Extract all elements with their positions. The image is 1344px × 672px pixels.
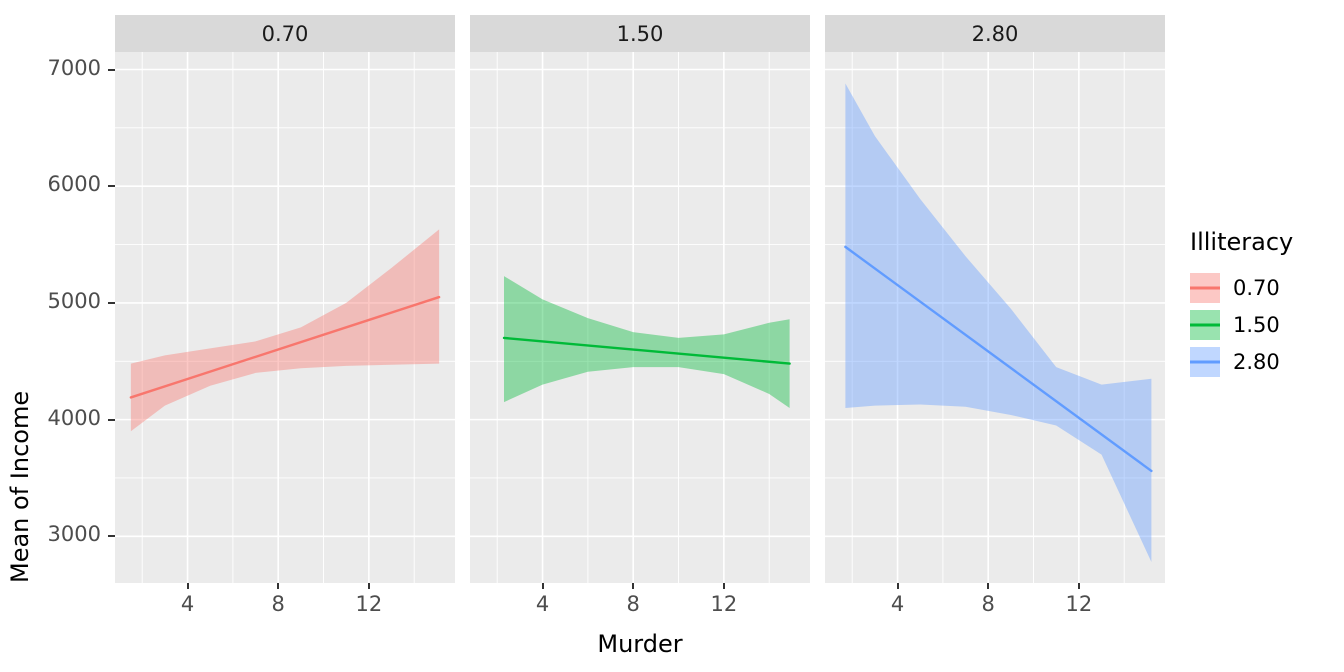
legend-swatch — [1190, 310, 1220, 340]
y-tick-mark — [108, 68, 115, 71]
x-tick-mark — [186, 583, 189, 589]
x-axis: 4 8 12 — [825, 583, 1165, 628]
x-axis: 4 8 12 — [115, 583, 455, 628]
facet-panel-1.50 — [470, 52, 810, 583]
x-tick-label: 8 — [271, 592, 285, 616]
y-tick-mark — [108, 535, 115, 538]
legend-swatch — [1190, 347, 1220, 377]
facet-panels: 0.70 4 8 12 1.50 4 8 12 2.80 4 8 12 — [115, 15, 1165, 628]
legend-swatch — [1190, 273, 1220, 303]
x-tick-label: 8 — [981, 592, 995, 616]
x-tick-label: 8 — [626, 592, 640, 616]
legend-label: 1.50 — [1233, 313, 1280, 337]
y-tick-label: 3000 — [47, 522, 101, 547]
facet-strip-label: 0.70 — [115, 15, 455, 52]
facet-column-0.70: 0.70 4 8 12 — [115, 15, 455, 628]
legend-key-0.70: 0.70 — [1190, 272, 1293, 304]
y-tick-mark — [108, 418, 115, 421]
x-axis: 4 8 12 — [470, 583, 810, 628]
x-tick-mark — [987, 583, 990, 589]
confidence-ribbon — [130, 229, 440, 432]
facet-panel-2.80 — [825, 52, 1165, 583]
x-tick-mark — [722, 583, 725, 589]
panel-background — [470, 52, 810, 583]
x-tick-mark — [632, 583, 635, 589]
x-axis-title: Murder — [597, 630, 683, 658]
legend-key-2.80: 2.80 — [1190, 346, 1293, 378]
x-tick-label: 4 — [180, 592, 195, 616]
legend-line-icon — [1190, 360, 1220, 364]
x-tick-label: 4 — [535, 592, 550, 616]
regression-line — [844, 245, 1153, 473]
x-tick-mark — [277, 583, 280, 589]
legend-label: 0.70 — [1233, 276, 1280, 300]
confidence-ribbon — [504, 276, 790, 408]
panel-background — [825, 52, 1165, 583]
y-tick-label: 5000 — [47, 288, 101, 313]
y-tick-label: 4000 — [47, 405, 101, 430]
x-tick-label: 4 — [890, 592, 905, 616]
regression-line — [129, 295, 441, 399]
x-tick-label: 12 — [1065, 592, 1093, 616]
regression-line — [502, 336, 791, 365]
legend-title: Illiteracy — [1190, 228, 1294, 256]
x-tick-mark — [896, 583, 899, 589]
x-tick-mark — [1077, 583, 1080, 589]
x-tick-label: 12 — [355, 592, 383, 616]
facet-strip-label: 1.50 — [470, 15, 810, 52]
legend-label: 2.80 — [1233, 350, 1280, 374]
facet-column-1.50: 1.50 4 8 12 — [470, 15, 810, 628]
legend: Illiteracy 0.70 1.50 2.80 — [1190, 228, 1293, 383]
x-tick-mark — [541, 583, 544, 589]
confidence-ribbon — [845, 83, 1152, 562]
y-tick-label: 7000 — [47, 55, 101, 80]
facet-panel-0.70 — [115, 52, 455, 583]
legend-key-1.50: 1.50 — [1190, 309, 1293, 341]
y-axis: 3000 4000 5000 6000 7000 — [0, 52, 115, 583]
y-tick-label: 6000 — [47, 172, 101, 197]
x-tick-label: 12 — [710, 592, 738, 616]
legend-line-icon — [1190, 323, 1220, 327]
legend-keys: 0.70 1.50 2.80 — [1190, 272, 1293, 378]
facet-strip-label: 2.80 — [825, 15, 1165, 52]
panel-background — [115, 52, 455, 583]
x-tick-mark — [367, 583, 370, 589]
legend-line-icon — [1190, 286, 1220, 290]
y-tick-mark — [108, 185, 115, 188]
y-tick-mark — [108, 301, 115, 304]
facet-column-2.80: 2.80 4 8 12 — [825, 15, 1165, 628]
